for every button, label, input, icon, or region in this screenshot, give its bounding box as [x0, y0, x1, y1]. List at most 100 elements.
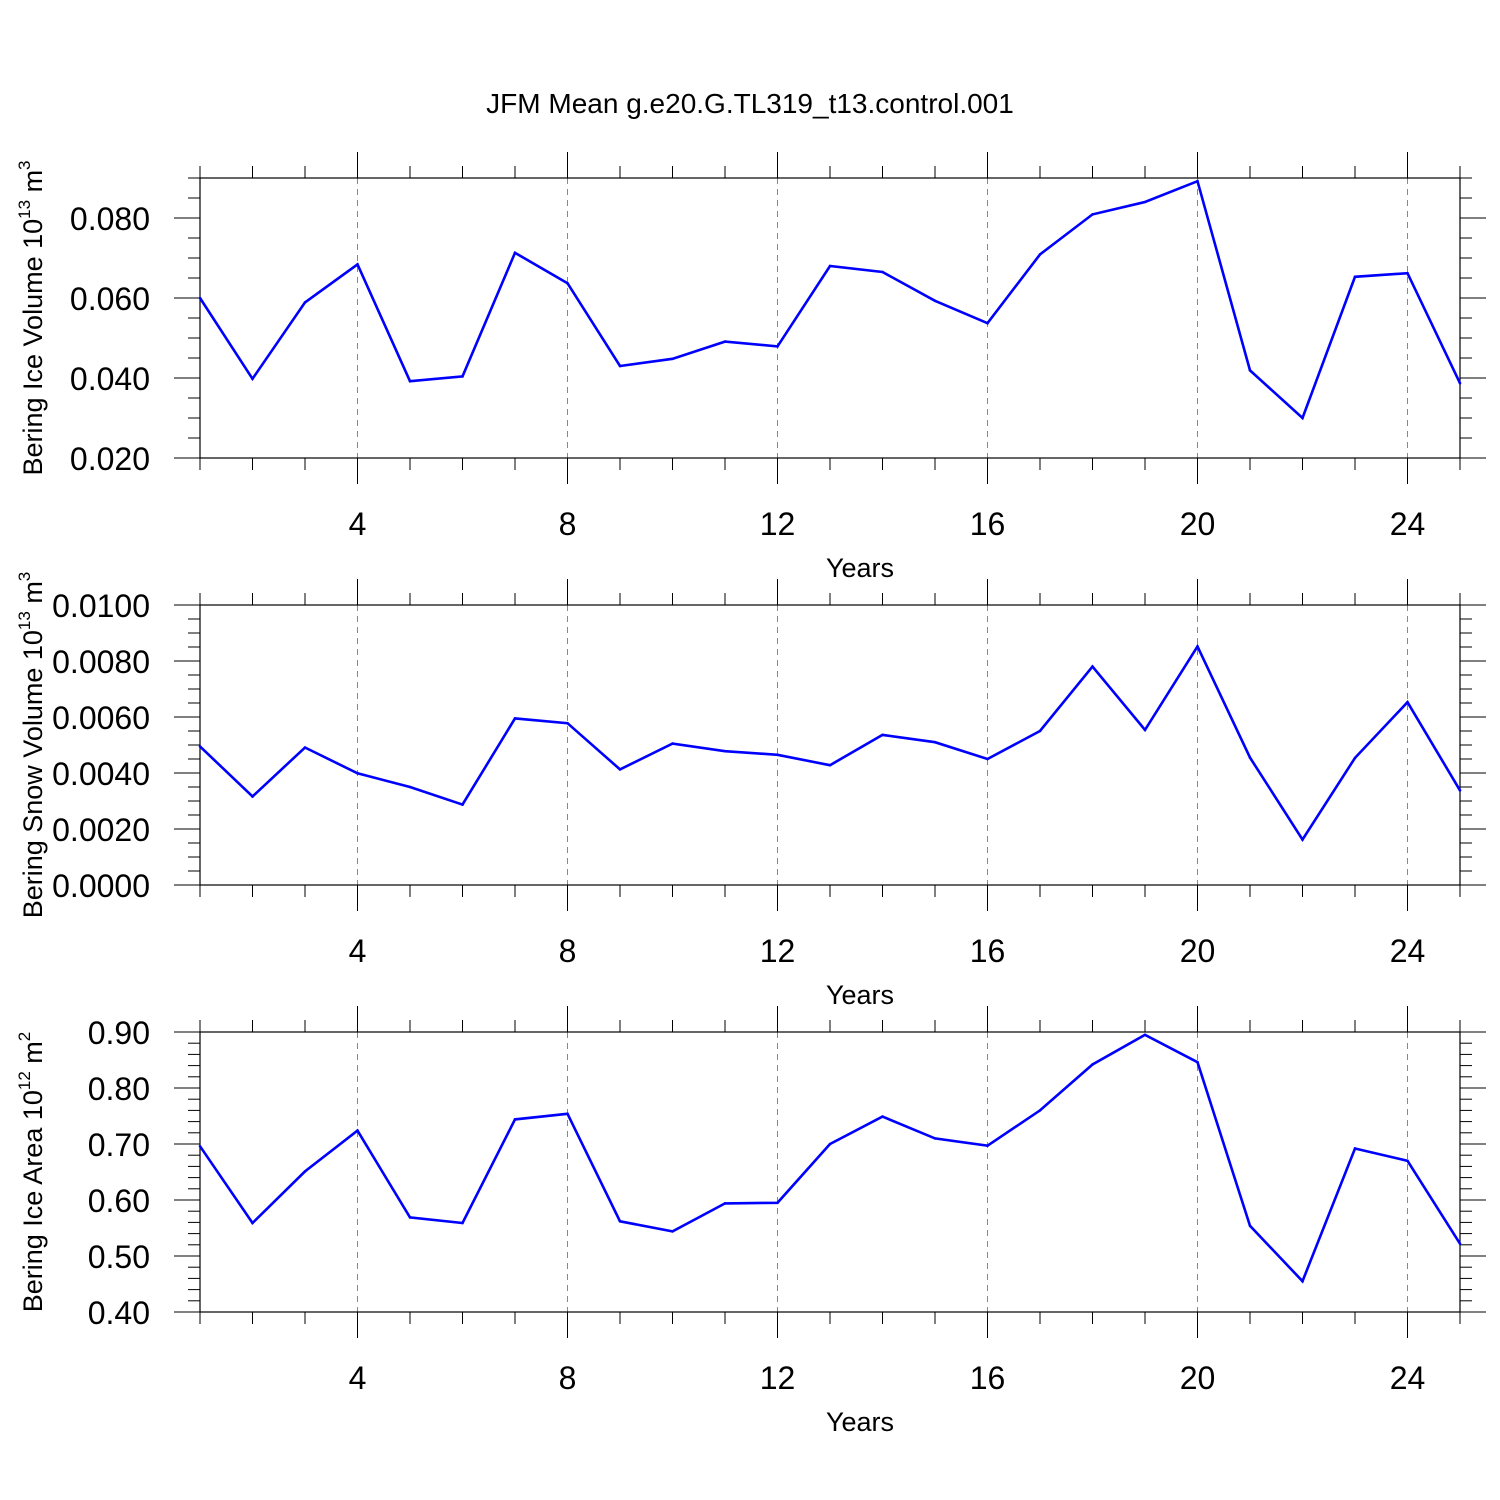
data-point	[1248, 1224, 1252, 1228]
data-point	[198, 296, 202, 300]
y-axis-title: Bering Ice Area 1012 m2	[15, 1032, 48, 1313]
x-axis-title: Years	[826, 553, 894, 583]
y-axis-title-part: Bering Snow Volume 10	[18, 630, 48, 918]
x-tick-label: 16	[970, 933, 1006, 969]
x-tick-label: 24	[1390, 506, 1426, 542]
data-point	[408, 1216, 412, 1219]
x-axis-title: Years	[826, 980, 894, 1010]
y-axis-title-part: m	[18, 1041, 48, 1071]
data-point	[303, 746, 307, 749]
data-point	[408, 379, 412, 383]
data-point	[986, 1144, 989, 1147]
y-tick-label: 0.0060	[52, 700, 150, 736]
y-axis-title-part: 3	[15, 572, 34, 581]
chart-panel-3: 4 8 12 16 20 24 0.40 0.50 0.60 0.70 0.80 0.90 Years B…	[15, 1006, 1486, 1437]
data-point	[251, 1221, 254, 1225]
data-point	[356, 263, 359, 266]
x-tick-label: 8	[559, 933, 577, 969]
data-point	[251, 377, 254, 381]
y-tick-label: 0.040	[70, 361, 150, 397]
y-tick-label: 0.060	[70, 281, 150, 317]
data-point	[1091, 1063, 1094, 1066]
plot-frame	[199, 1031, 1461, 1313]
data-point	[933, 1137, 937, 1140]
data-point	[461, 375, 464, 378]
data-point	[1301, 1279, 1304, 1283]
x-tick-label: 8	[559, 506, 577, 542]
x-tick-label: 4	[349, 1360, 367, 1396]
y-tick-label: 0.60	[88, 1183, 150, 1219]
y-axis-title: Bering Ice Volume 1013 m3	[15, 160, 48, 475]
y-tick-label: 0.0020	[52, 812, 150, 848]
data-point	[618, 364, 622, 368]
data-point	[1406, 700, 1409, 704]
data-point	[356, 771, 359, 775]
y-axis-title-part: m	[18, 581, 48, 611]
y-axis-title: Bering Snow Volume 1013 m3	[15, 572, 48, 919]
x-tick-label: 8	[559, 1360, 577, 1396]
data-point	[356, 1129, 359, 1132]
y-axis-title-part: 13	[15, 611, 34, 630]
data-point	[723, 1202, 727, 1205]
data-point	[1248, 756, 1252, 759]
data-point	[671, 742, 674, 745]
data-point	[671, 357, 674, 361]
data-point	[1406, 271, 1409, 275]
x-tick-label: 20	[1180, 1360, 1216, 1396]
x-tick-label: 16	[970, 1360, 1006, 1396]
x-tick-label: 12	[760, 506, 796, 542]
plot-frame	[199, 177, 1461, 459]
data-point	[1353, 1147, 1357, 1150]
x-axis-title: Years	[826, 1407, 894, 1437]
data-point	[828, 1142, 832, 1146]
y-axis-title-part: 2	[15, 1032, 34, 1041]
data-point	[513, 251, 517, 255]
data-point	[303, 1170, 307, 1173]
data-point	[933, 299, 937, 303]
data-point	[881, 733, 884, 737]
data-point	[1301, 416, 1304, 420]
x-tick-label: 20	[1180, 506, 1216, 542]
x-tick-label: 12	[760, 1360, 796, 1396]
data-point	[1458, 1242, 1462, 1245]
data-point	[566, 281, 569, 285]
y-tick-label: 0.90	[88, 1015, 150, 1051]
data-point	[1458, 789, 1462, 792]
data-point	[1248, 369, 1252, 372]
data-point	[618, 768, 622, 771]
y-axis-title-part: 3	[15, 160, 34, 169]
series-line	[198, 1033, 1462, 1284]
y-tick-label: 0.020	[70, 441, 150, 477]
data-point	[461, 803, 464, 806]
data-point	[566, 721, 569, 725]
data-point	[986, 321, 989, 325]
plot-frame	[199, 604, 1461, 886]
data-point	[408, 785, 412, 789]
data-point	[776, 345, 779, 348]
data-point	[198, 745, 202, 748]
chart-panel-1: 4 8 12 16 20 24 0.020 0.040 0.060 0.080 Years Berin…	[15, 152, 1486, 583]
data-point	[933, 740, 937, 744]
chart-panel-2: 4 8 12 16 20 24 0.0000 0.0020 0.0040 0.0060 0.0080…	[15, 572, 1486, 1010]
data-point	[881, 1115, 884, 1118]
data-point	[1038, 1109, 1042, 1112]
y-axis-title-part: m	[18, 170, 48, 200]
y-axis-title-part: Bering Ice Volume 10	[18, 219, 48, 476]
data-point	[671, 1230, 674, 1233]
data-point	[776, 753, 779, 757]
y-tick-label: 0.70	[88, 1127, 150, 1163]
data-point	[1301, 838, 1304, 841]
y-tick-label: 0.0080	[52, 644, 150, 680]
data-point	[461, 1221, 464, 1225]
x-tick-label: 4	[349, 506, 367, 542]
panels: 4 8 12 16 20 240.0200.0400.0600.080YearsBerin…	[15, 152, 1486, 1437]
x-tick-label: 24	[1390, 1360, 1426, 1396]
data-point	[1038, 253, 1042, 256]
x-tick-label: 4	[349, 933, 367, 969]
data-point	[1091, 213, 1094, 216]
data-point	[723, 749, 727, 753]
y-axis-title-part: 13	[15, 200, 34, 219]
y-tick-label: 0.080	[70, 201, 150, 237]
data-point	[1196, 1060, 1199, 1064]
